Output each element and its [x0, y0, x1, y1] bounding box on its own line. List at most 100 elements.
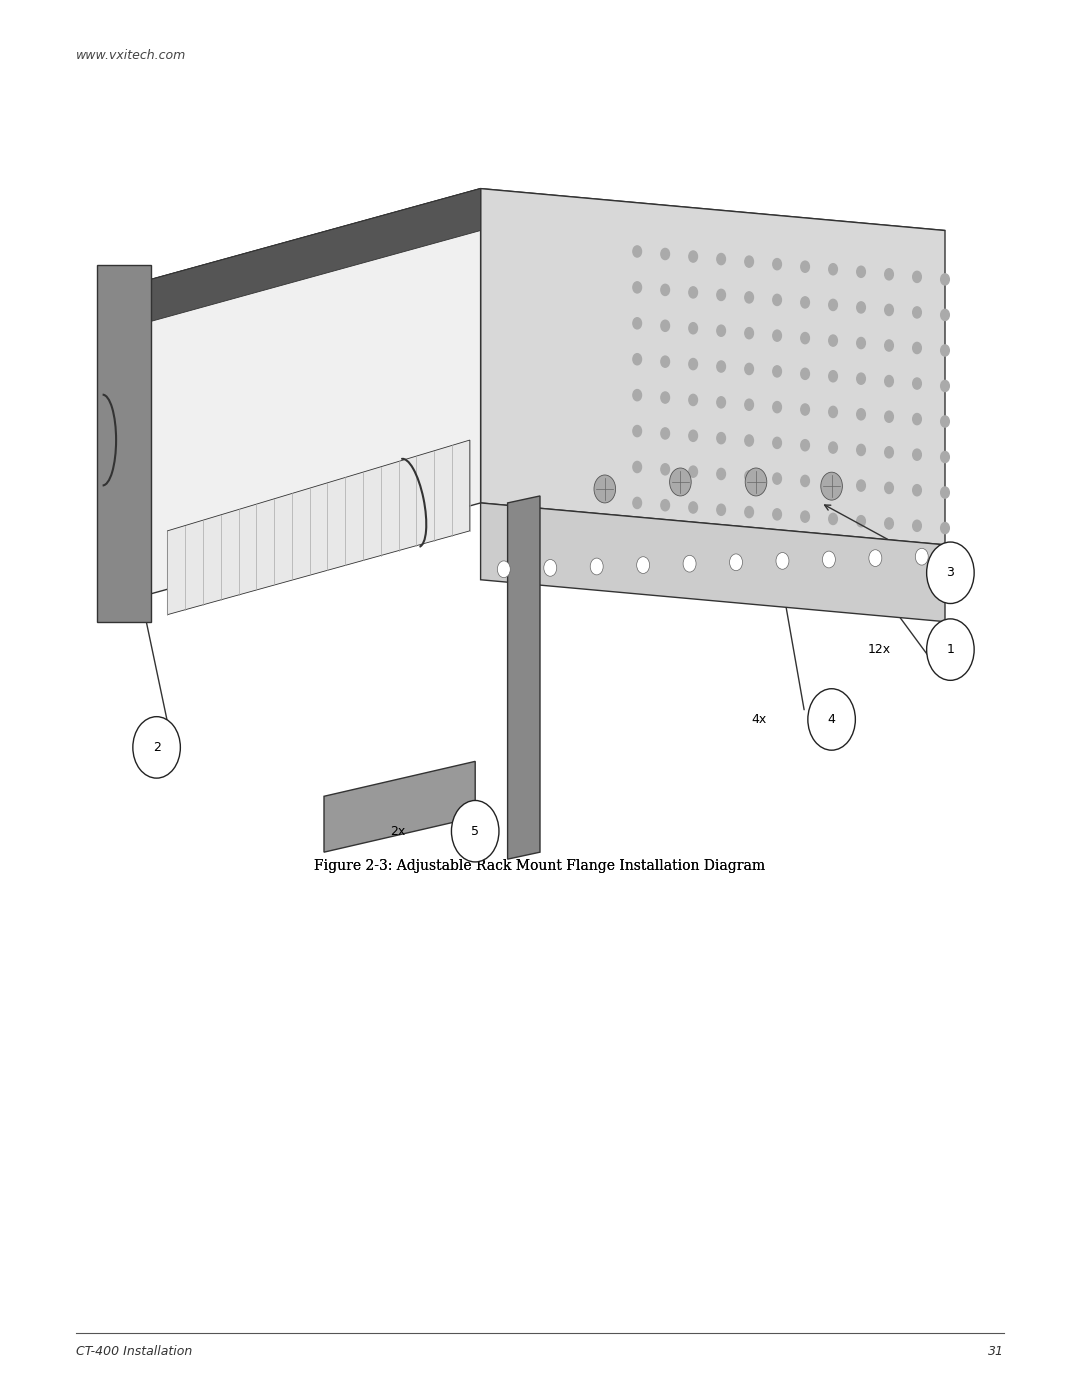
Circle shape	[941, 451, 949, 462]
Text: 4x: 4x	[752, 712, 767, 726]
Circle shape	[544, 560, 557, 577]
Circle shape	[745, 507, 754, 518]
Polygon shape	[167, 440, 470, 615]
Circle shape	[717, 253, 726, 264]
Circle shape	[633, 282, 642, 293]
Circle shape	[684, 555, 697, 573]
Circle shape	[913, 379, 921, 390]
Circle shape	[856, 444, 865, 455]
Circle shape	[927, 619, 974, 680]
Circle shape	[661, 500, 670, 511]
Circle shape	[927, 542, 974, 604]
Circle shape	[745, 256, 754, 267]
Text: 5: 5	[471, 824, 480, 838]
Circle shape	[913, 520, 921, 531]
Circle shape	[885, 518, 893, 529]
Circle shape	[800, 332, 809, 344]
Circle shape	[689, 502, 698, 513]
Circle shape	[689, 394, 698, 405]
Circle shape	[800, 404, 809, 415]
Circle shape	[773, 366, 782, 377]
Circle shape	[885, 305, 893, 316]
Circle shape	[745, 327, 754, 338]
Circle shape	[941, 309, 949, 320]
Circle shape	[730, 553, 743, 570]
Circle shape	[941, 274, 949, 285]
Circle shape	[594, 475, 616, 503]
Text: Figure 2-3: Adjustable Rack Mount Flange Installation Diagram: Figure 2-3: Adjustable Rack Mount Flange…	[314, 859, 766, 873]
Circle shape	[633, 497, 642, 509]
Circle shape	[133, 717, 180, 778]
Circle shape	[745, 400, 754, 411]
Polygon shape	[481, 189, 945, 545]
Polygon shape	[324, 761, 475, 852]
Text: 1: 1	[946, 643, 955, 657]
Circle shape	[828, 264, 837, 275]
Circle shape	[717, 468, 726, 479]
Circle shape	[661, 393, 670, 404]
Polygon shape	[481, 503, 945, 622]
Circle shape	[689, 251, 698, 263]
Circle shape	[828, 441, 837, 453]
Circle shape	[689, 286, 698, 298]
Circle shape	[800, 369, 809, 380]
Polygon shape	[151, 189, 481, 321]
Circle shape	[773, 295, 782, 306]
Circle shape	[828, 370, 837, 381]
Circle shape	[775, 553, 788, 570]
Circle shape	[633, 353, 642, 365]
Circle shape	[773, 258, 782, 270]
Circle shape	[633, 317, 642, 328]
Circle shape	[745, 292, 754, 303]
Circle shape	[856, 409, 865, 420]
Circle shape	[856, 302, 865, 313]
Circle shape	[717, 289, 726, 300]
Circle shape	[941, 416, 949, 427]
Circle shape	[745, 434, 754, 446]
Circle shape	[856, 515, 865, 527]
Circle shape	[913, 448, 921, 460]
Circle shape	[808, 689, 855, 750]
Circle shape	[591, 557, 604, 576]
Text: 4: 4	[827, 712, 836, 726]
Circle shape	[689, 430, 698, 441]
Circle shape	[885, 411, 893, 422]
Circle shape	[800, 261, 809, 272]
Circle shape	[717, 504, 726, 515]
Circle shape	[916, 549, 929, 564]
Circle shape	[913, 271, 921, 282]
Circle shape	[745, 363, 754, 374]
Text: 3: 3	[946, 566, 955, 580]
Circle shape	[913, 307, 921, 319]
Circle shape	[773, 509, 782, 520]
Circle shape	[913, 414, 921, 425]
Polygon shape	[151, 189, 481, 594]
Circle shape	[633, 461, 642, 472]
Text: Figure 2-3: Adjustable Rack Mount Flange Installation Diagram: Figure 2-3: Adjustable Rack Mount Flange…	[314, 859, 766, 873]
Circle shape	[661, 249, 670, 260]
Circle shape	[856, 267, 865, 278]
Circle shape	[913, 342, 921, 353]
Circle shape	[745, 471, 754, 482]
Circle shape	[800, 511, 809, 522]
Circle shape	[670, 468, 691, 496]
Circle shape	[689, 359, 698, 370]
Circle shape	[661, 356, 670, 367]
Circle shape	[717, 397, 726, 408]
Circle shape	[717, 360, 726, 372]
Circle shape	[689, 467, 698, 478]
Circle shape	[828, 407, 837, 418]
Circle shape	[941, 380, 949, 391]
Circle shape	[800, 440, 809, 451]
Circle shape	[821, 472, 842, 500]
Circle shape	[828, 513, 837, 524]
Circle shape	[661, 285, 670, 296]
Circle shape	[885, 447, 893, 458]
Polygon shape	[508, 496, 540, 859]
Circle shape	[773, 330, 782, 341]
Circle shape	[451, 800, 499, 862]
Circle shape	[633, 390, 642, 401]
Text: 2x: 2x	[390, 824, 405, 838]
Circle shape	[941, 345, 949, 356]
Circle shape	[823, 552, 836, 569]
